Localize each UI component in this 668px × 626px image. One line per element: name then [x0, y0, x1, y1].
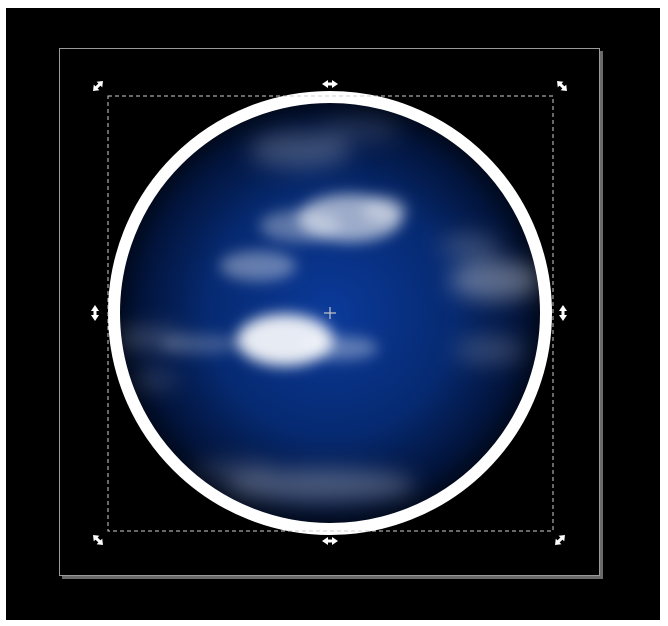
crosshair-icon[interactable] [324, 307, 336, 319]
clouds [118, 118, 540, 501]
page-border [59, 48, 600, 576]
scale-handle-s-icon[interactable] [322, 537, 338, 545]
scale-handle-w-icon[interactable] [91, 305, 99, 321]
cloud-small-left [220, 251, 296, 281]
cloud-right [440, 234, 540, 364]
scale-handle-se-icon[interactable] [552, 532, 568, 548]
scale-handle-e-icon[interactable] [559, 305, 567, 321]
cloud-bottom [195, 460, 415, 501]
selection-bbox [107, 95, 554, 532]
cloud-center [160, 314, 378, 366]
scale-handle-n-icon[interactable] [322, 80, 338, 88]
cloud-upper [260, 194, 407, 242]
cloud-left-edge [118, 328, 185, 388]
scale-handle-ne-icon[interactable] [554, 78, 570, 94]
scale-handle-nw-icon[interactable] [90, 78, 106, 94]
scale-handle-sw-icon[interactable] [90, 532, 106, 548]
white-ring [108, 91, 552, 535]
cloud-top [250, 118, 400, 168]
